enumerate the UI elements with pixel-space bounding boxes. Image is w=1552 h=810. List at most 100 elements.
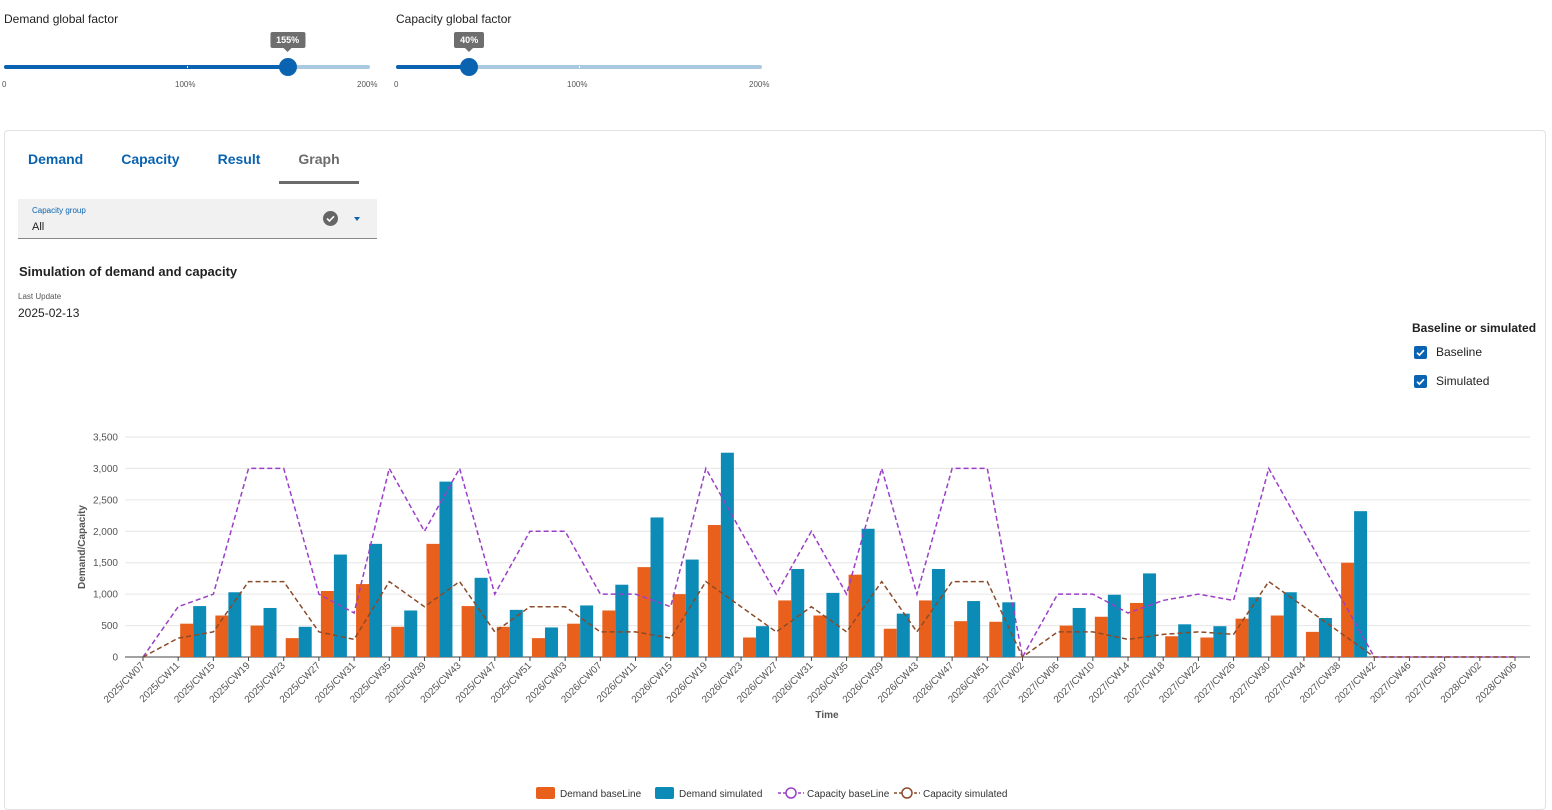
demand-simulated-bar: [580, 605, 594, 657]
demand-scale-mid: 100%: [175, 80, 196, 89]
tab-capacity[interactable]: Capacity: [121, 151, 180, 167]
demand-simulated-bar: [756, 626, 770, 657]
demand-factor-thumb[interactable]: [278, 58, 297, 76]
legend-label: Capacity simulated: [923, 789, 1007, 800]
legend-swatch: [655, 787, 674, 799]
y-tick-label: 1,500: [93, 558, 118, 569]
demand-baseline-bar: [778, 600, 792, 657]
demand-simulated-bar: [896, 613, 910, 657]
demand-simulated-bar: [1213, 626, 1227, 657]
demand-simulated-bar: [650, 517, 664, 657]
demand-simulated-bar: [1143, 573, 1157, 657]
demand-baseline-bar: [602, 610, 616, 657]
demand-simulated-bar: [1354, 511, 1368, 657]
demand-simulated-bar: [720, 452, 734, 657]
y-tick-label: 500: [101, 621, 118, 632]
capacity-scale-max: 200%: [749, 80, 770, 89]
demand-simulated-bar: [228, 592, 242, 657]
demand-baseline-bar: [285, 638, 299, 657]
demand-baseline-bar: [426, 543, 440, 657]
y-axis-title: Demand/Capacity: [77, 505, 88, 589]
demand-baseline-bar: [320, 591, 334, 657]
demand-simulated-bar: [298, 626, 312, 657]
demand-baseline-bar: [461, 606, 475, 657]
legend-item-3[interactable]: Capacity simulated: [894, 787, 1007, 800]
baseline-checkbox[interactable]: Baseline: [1414, 345, 1482, 359]
demand-simulated-bar: [967, 601, 981, 657]
simulated-checkbox[interactable]: Simulated: [1414, 374, 1489, 388]
demand-baseline-bar: [1270, 615, 1284, 657]
demand-baseline-bar: [496, 626, 510, 657]
y-tick-label: 1,000: [93, 590, 118, 601]
baseline-simulated-filter-title: Baseline or simulated: [1412, 321, 1537, 335]
simulated-checkbox-label: Simulated: [1436, 374, 1490, 388]
legend-marker: [901, 787, 913, 799]
demand-baseline-bar: [848, 574, 862, 657]
capacity-group-select[interactable]: Capacity group All: [18, 199, 377, 239]
tab-graph[interactable]: Graph: [279, 143, 359, 184]
legend-marker: [785, 787, 797, 799]
demand-scale-max: 200%: [357, 80, 378, 89]
legend-swatch: [536, 787, 555, 799]
demand-simulated-bar: [861, 528, 875, 657]
legend-item-1[interactable]: Demand simulated: [655, 787, 762, 800]
y-tick-label: 0: [112, 653, 118, 664]
demand-factor-fill: [4, 65, 288, 69]
capacity-group-value: All: [32, 221, 45, 233]
baseline-checkbox-label: Baseline: [1436, 345, 1483, 359]
demand-factor-slider-group: Demand global factor 155% 0 100% 200%: [2, 0, 384, 100]
demand-simulated-bar: [1178, 624, 1192, 657]
capacity-factor-value-tooltip: 40%: [454, 32, 485, 52]
demand-simulated-bar: [1283, 592, 1297, 657]
demand-baseline-bar: [743, 637, 757, 657]
legend-label: Capacity baseLine: [807, 789, 890, 800]
demand-baseline-bar: [813, 615, 827, 657]
demand-baseline-bar: [989, 621, 1003, 657]
capacity-factor-fill: [396, 65, 470, 69]
legend-item-2[interactable]: Capacity baseLine: [778, 787, 890, 800]
demand-baseline-bar: [1059, 625, 1073, 657]
demand-baseline-bar: [1200, 637, 1214, 657]
demand-baseline-bar: [707, 525, 721, 657]
demand-baseline-bar: [531, 638, 545, 657]
y-tick-label: 3,000: [93, 464, 118, 475]
demand-factor-value-tooltip: 155%: [270, 32, 306, 52]
y-tick-label: 2,500: [93, 495, 118, 506]
y-tick-label: 3,500: [93, 433, 118, 444]
simulation-card: Demand Capacity Result Graph Capacity gr…: [4, 130, 1546, 810]
capacity-baseline-line: [142, 465, 1515, 660]
demand-baseline-bar: [356, 584, 370, 657]
tab-result[interactable]: Result: [217, 151, 261, 167]
demand-simulated-bar: [1318, 618, 1332, 657]
demand-simulated-bar: [474, 577, 488, 657]
caret-down-icon[interactable]: [354, 217, 360, 221]
capacity-factor-thumb[interactable]: [460, 58, 479, 76]
demand-baseline-bar: [954, 621, 968, 657]
demand-baseline-bar: [215, 615, 229, 657]
demand-baseline-bar: [883, 628, 897, 657]
demand-baseline-bar: [567, 623, 581, 657]
legend-item-0[interactable]: Demand baseLine: [536, 787, 642, 800]
capacity-factor-label: Capacity global factor: [396, 12, 512, 26]
demand-factor-tick: [187, 66, 188, 68]
capacity-scale-min: 0: [394, 80, 399, 89]
capacity-group-label: Capacity group: [32, 206, 86, 215]
capacity-factor-tick: [579, 66, 580, 68]
chart-title: Simulation of demand and capacity: [19, 264, 238, 279]
x-axis-title: Time: [815, 710, 839, 721]
demand-simulated-bar: [791, 569, 805, 657]
demand-baseline-bar: [1235, 618, 1249, 657]
demand-simulated-bar: [1248, 597, 1262, 657]
demand-simulated-bar: [509, 609, 523, 657]
demand-baseline-bar: [1305, 631, 1319, 657]
demand-baseline-bar: [1094, 616, 1108, 657]
checkbox-checked-icon[interactable]: [1414, 374, 1427, 388]
demand-baseline-bar: [250, 625, 264, 657]
demand-simulated-bar: [439, 481, 453, 657]
tab-bar: Demand Capacity Result Graph: [9, 143, 359, 187]
tab-demand[interactable]: Demand: [28, 151, 84, 167]
demand-baseline-bar: [918, 600, 932, 657]
check-circle-icon: [323, 211, 338, 226]
checkbox-checked-icon[interactable]: [1414, 345, 1427, 359]
